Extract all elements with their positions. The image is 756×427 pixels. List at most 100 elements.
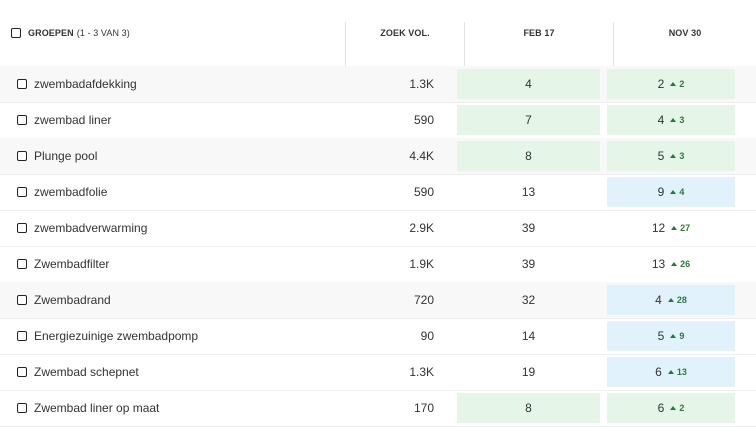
rank-change-value: 4 — [679, 187, 685, 197]
rank-change: 13 — [667, 367, 687, 377]
rank-value: 4 — [655, 293, 662, 307]
keyword-name[interactable]: Zwembad liner op maat — [34, 401, 160, 415]
keyword-cell: zwembadverwarming — [0, 210, 340, 246]
rank-change: 3 — [670, 151, 684, 161]
rank-cell-feb17: 4 — [457, 69, 600, 99]
keyword-cell: zwembadafdekking — [0, 66, 340, 102]
rank-value: 8 — [525, 149, 532, 163]
rank-value: 8 — [525, 401, 532, 415]
rank-change: 2 — [670, 79, 684, 89]
keyword-name[interactable]: zwembadfolie — [34, 185, 108, 199]
rank-value: 4 — [525, 77, 532, 91]
row-checkbox[interactable] — [17, 367, 27, 377]
table-row[interactable]: Plunge pool 4.4K 8 5 3 — [0, 138, 756, 175]
rank-change-value: 26 — [680, 259, 691, 269]
row-checkbox[interactable] — [17, 403, 27, 413]
table-row[interactable]: zwembadverwarming 2.9K 39 12 27 — [0, 210, 756, 247]
arrow-up-icon — [670, 406, 677, 410]
rank-value: 4 — [657, 113, 665, 127]
rank-change: 27 — [671, 223, 690, 233]
rank-change-value: 3 — [679, 151, 685, 161]
row-checkbox[interactable] — [17, 295, 27, 305]
keyword-name[interactable]: zwembadverwarming — [34, 221, 148, 235]
row-checkbox[interactable] — [17, 259, 27, 269]
keyword-cell: zwembadfolie — [0, 174, 340, 210]
rank-value: 32 — [521, 293, 536, 307]
keyword-name[interactable]: Energiezuinige zwembadpomp — [34, 329, 199, 343]
keyword-cell: zwembad liner — [0, 102, 340, 138]
rank-change: 26 — [671, 259, 690, 269]
keyword-cell: Zwembadfilter — [0, 246, 340, 282]
search-volume-label: ZOEK VOL. — [380, 28, 430, 38]
keyword-name[interactable]: Zwembadrand — [34, 293, 111, 307]
arrow-up-icon — [670, 82, 677, 86]
rank-change: 4 — [670, 187, 684, 197]
row-checkbox[interactable] — [17, 151, 27, 161]
groups-label: GROEPEN — [28, 28, 74, 38]
keyword-name[interactable]: Plunge pool — [34, 149, 98, 163]
arrow-up-icon — [671, 262, 678, 266]
rank-value: 2 — [657, 77, 665, 91]
rank-value: 13 — [521, 185, 536, 199]
search-volume-cell: 90 — [420, 329, 434, 343]
table-row[interactable]: Zwembad schepnet 1.3K 19 6 13 — [0, 354, 756, 391]
table-row[interactable]: zwembadfolie 590 13 9 4 — [0, 174, 756, 211]
keyword-cell: Plunge pool — [0, 138, 340, 174]
keyword-name[interactable]: Zwembadfilter — [34, 257, 110, 271]
header-date-feb17[interactable]: FEB 17 — [465, 0, 613, 66]
search-volume-cell: 1.9K — [409, 257, 434, 271]
header-search-volume[interactable]: ZOEK VOL. — [346, 0, 464, 66]
search-volume-cell: 170 — [413, 401, 434, 415]
row-checkbox[interactable] — [17, 331, 27, 341]
rank-cell-feb17: 14 — [457, 321, 600, 351]
arrow-up-icon — [667, 370, 674, 374]
rank-cell-feb17: 13 — [457, 177, 600, 207]
table-row[interactable]: zwembadafdekking 1.3K 4 2 2 — [0, 66, 756, 103]
rank-change-value: 13 — [676, 367, 687, 377]
row-checkbox[interactable] — [17, 223, 27, 233]
rank-cell-feb17: 32 — [457, 285, 600, 315]
row-checkbox[interactable] — [17, 79, 27, 89]
header-groups[interactable]: GROEPEN (1 - 3 VAN 3) — [11, 0, 130, 66]
select-all-checkbox[interactable] — [11, 28, 21, 38]
search-volume-cell: 4.4K — [409, 149, 434, 163]
table-row[interactable]: zwembad liner 590 7 4 3 — [0, 102, 756, 139]
keyword-cell: Zwembad liner op maat — [0, 390, 340, 426]
rank-cell-feb17: 39 — [457, 249, 600, 279]
row-checkbox[interactable] — [17, 115, 27, 125]
arrow-up-icon — [670, 118, 677, 122]
arrow-up-icon — [670, 190, 677, 194]
arrow-up-icon — [671, 226, 678, 230]
table-row[interactable]: Energiezuinige zwembadpomp 90 14 5 9 — [0, 318, 756, 355]
rank-value: 5 — [657, 149, 665, 163]
keyword-name[interactable]: zwembad liner — [34, 113, 112, 127]
header-date-nov30[interactable]: NOV 30 — [614, 0, 756, 66]
rank-value: 39 — [521, 221, 536, 235]
rank-value: 6 — [655, 365, 662, 379]
rank-value: 39 — [521, 257, 536, 271]
rank-cell-feb17: 8 — [457, 393, 600, 423]
row-checkbox[interactable] — [17, 187, 27, 197]
keyword-name[interactable]: Zwembad schepnet — [34, 365, 139, 379]
rank-value: 7 — [525, 113, 532, 127]
arrow-up-icon — [670, 334, 677, 338]
keyword-cell: Zwembadrand — [0, 282, 340, 318]
rank-value: 13 — [651, 257, 666, 271]
rank-change: 2 — [670, 403, 684, 413]
search-volume-cell: 720 — [413, 293, 434, 307]
header-divider — [613, 22, 614, 66]
keyword-name[interactable]: zwembadafdekking — [34, 77, 137, 91]
rank-value: 19 — [521, 365, 536, 379]
groups-count: (1 - 3 VAN 3) — [76, 28, 130, 38]
rank-value: 5 — [657, 329, 665, 343]
table-row[interactable]: Zwembadrand 720 32 4 28 — [0, 282, 756, 319]
table-row[interactable]: Zwembadfilter 1.9K 39 13 26 — [0, 246, 756, 283]
table-row[interactable]: Zwembad liner op maat 170 8 6 2 — [0, 390, 756, 427]
rank-change-value: 2 — [679, 79, 685, 89]
